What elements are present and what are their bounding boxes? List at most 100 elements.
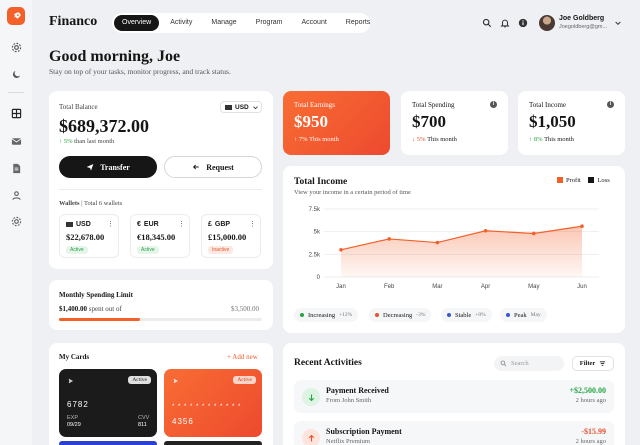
chevron-down-icon — [252, 105, 258, 109]
y-tick-label: 5k — [314, 230, 321, 236]
transfer-button[interactable]: Transfer — [59, 156, 157, 178]
add-card-button[interactable]: + Add new — [227, 353, 258, 361]
user-name: Joe Goldberg — [559, 15, 605, 22]
exp-label: EXP — [67, 415, 79, 421]
legend-profit: Profit — [557, 177, 581, 184]
activity-title: Subscription Payment — [326, 427, 402, 436]
contactless-icon — [68, 378, 73, 384]
info-icon[interactable]: i — [490, 101, 497, 108]
wallet-amount: €18,345.00 — [137, 232, 176, 242]
nav-activity[interactable]: Activity — [170, 19, 193, 26]
mail-icon[interactable] — [8, 133, 24, 149]
avatar[interactable] — [539, 15, 555, 31]
total-earnings-card[interactable] — [283, 91, 390, 155]
pill-decreasing[interactable]: Decreasing -3% — [369, 308, 432, 322]
nav-reports[interactable]: Reports — [345, 19, 371, 26]
cvv-label: CVV — [138, 415, 150, 421]
y-tick-label: 2.5k — [309, 252, 321, 258]
arrow-up-icon: ↑ — [529, 136, 533, 143]
filter-button[interactable]: Filter — [572, 356, 614, 371]
search-input[interactable]: Search — [494, 356, 564, 371]
nav-program[interactable]: Program — [255, 19, 283, 26]
filter-icon — [600, 361, 606, 366]
euro-icon: € — [137, 221, 141, 228]
wallet-amount: £15,000.00 — [208, 232, 247, 242]
more-icon[interactable]: ⋮ — [107, 220, 114, 228]
bank-card-dark[interactable] — [164, 441, 262, 445]
spending-value: $700 — [412, 112, 446, 131]
search-icon — [500, 360, 507, 367]
sidebar — [0, 0, 32, 445]
bank-card-orange[interactable]: Active * * * * * * * * * * * * 4356 — [164, 369, 262, 437]
chart-title: Total Income — [294, 177, 348, 187]
gear-icon[interactable] — [8, 39, 24, 55]
cvv-value: 811 — [138, 422, 147, 428]
brand-name: Financo — [49, 14, 98, 29]
activity-time: 2 hours ago — [575, 397, 606, 404]
search-icon[interactable] — [481, 17, 492, 28]
request-button[interactable]: Request — [164, 156, 262, 178]
activity-sub: From John Smith — [326, 397, 372, 404]
spending-limit-max: $3,500.00 — [231, 305, 259, 313]
info-icon[interactable]: i — [607, 101, 614, 108]
spending-limit-card — [49, 280, 273, 330]
card-number: 6782 — [67, 400, 89, 409]
contactless-icon — [173, 378, 178, 384]
info-icon[interactable] — [517, 17, 528, 28]
activity-title: Payment Received — [326, 386, 389, 395]
activity-amount: -$15.99 — [581, 427, 606, 436]
settings-icon[interactable] — [8, 213, 24, 229]
send-icon — [86, 164, 94, 171]
data-point — [435, 240, 440, 245]
exp-value: 09/29 — [67, 422, 81, 428]
earnings-label: Total Earnings — [294, 101, 335, 109]
bell-icon[interactable] — [499, 17, 510, 28]
status-badge: Inactive — [208, 246, 234, 254]
chart-legend: Profit Loss — [557, 177, 610, 184]
divider — [59, 189, 262, 190]
spending-label: Total Spending — [412, 101, 455, 109]
pill-peak[interactable]: Peak May — [500, 308, 547, 322]
income-chart: 0 2.5k 5k 7.5k Jan Feb Mar Apr May Jun — [309, 207, 599, 290]
more-icon[interactable]: ⋮ — [178, 220, 185, 228]
sidebar-divider — [8, 92, 24, 93]
bank-card-blue[interactable] — [59, 441, 157, 445]
pill-stable[interactable]: Stable +0% — [441, 308, 492, 322]
spending-limit-text: $1,400.00 spent out of — [59, 305, 122, 313]
bank-card-black[interactable]: Active 6782 EXP 09/29 CVV 811 — [59, 369, 157, 437]
more-icon[interactable]: ⋮ — [249, 220, 256, 228]
user-icon[interactable] — [8, 187, 24, 203]
nav-overview[interactable]: Overview — [114, 15, 160, 31]
spending-change: ↓ 5% This month — [412, 136, 457, 143]
rocket-logo-icon[interactable] — [7, 7, 25, 25]
nav-manage[interactable]: Manage — [211, 19, 237, 26]
status-badge: Active — [66, 246, 88, 254]
pill-increasing[interactable]: Increasing +12% — [294, 308, 359, 322]
card-number-masked: * * * * * * * * * * * * — [172, 404, 242, 410]
card-number: 4356 — [172, 417, 194, 426]
currency-select[interactable]: USD — [220, 101, 262, 113]
activity-amount: +$2,500.00 — [569, 386, 606, 395]
spending-progress-fill — [59, 318, 141, 321]
activity-row[interactable]: Subscription Payment Netflix Premium -$1… — [294, 421, 614, 445]
wallet-amount: $22,678.00 — [66, 232, 105, 242]
nav-account[interactable]: Account — [301, 19, 327, 26]
wallet-gbp[interactable]: £ GBP ⋮ £15,000.00 Inactive — [201, 214, 261, 258]
y-tick-label: 7.5k — [309, 207, 321, 213]
income-change: ↑ 8% This month — [529, 136, 574, 143]
income-value: $1,050 — [529, 112, 576, 131]
y-tick-label: 0 — [317, 275, 321, 281]
wallet-eur[interactable]: € EUR ⋮ €18,345.00 Active — [130, 214, 190, 258]
moon-icon[interactable] — [8, 66, 24, 82]
wallet-usd[interactable]: USD ⋮ $22,678.00 Active — [59, 214, 119, 258]
arrow-left-icon — [193, 164, 199, 170]
document-icon[interactable] — [8, 160, 24, 176]
user-email: Joegoldberg@gm... — [559, 24, 608, 30]
arrow-down-icon — [302, 388, 320, 406]
arrow-up-icon: ↑ — [59, 138, 63, 145]
chevron-down-icon[interactable] — [614, 19, 622, 27]
activity-row[interactable]: Payment Received From John Smith +$2,500… — [294, 380, 614, 413]
x-tick-label: Feb — [384, 284, 395, 290]
data-point — [483, 228, 488, 233]
grid-icon[interactable] — [8, 105, 24, 121]
